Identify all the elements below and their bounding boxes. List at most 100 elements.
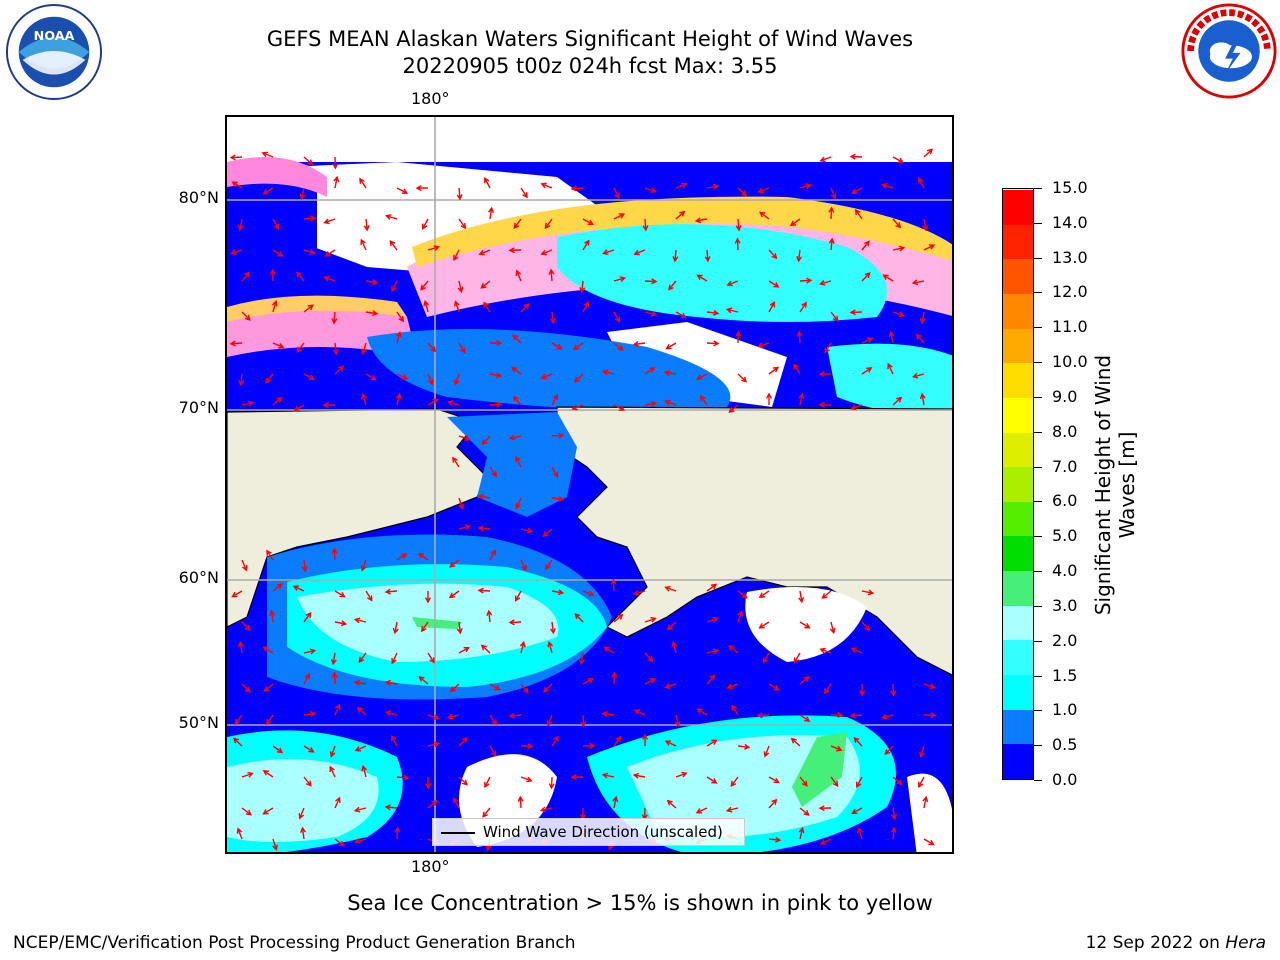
wave-arrow-head: [641, 733, 649, 740]
wave-arrow-head: [771, 798, 778, 805]
wave-arrow: [758, 187, 770, 193]
wave-arrow: [634, 590, 646, 595]
colorbar-tick-label: 0.0: [1052, 770, 1078, 789]
wave-arrow-head: [323, 275, 330, 282]
wave-direction-arrows: [229, 148, 937, 852]
wave-arrow: [450, 683, 460, 692]
colorbar-tick: [1034, 780, 1042, 781]
wave-arrow-head: [418, 676, 425, 682]
wave-arrow-head: [571, 404, 578, 411]
colorbar-tick: [1034, 571, 1042, 573]
wave-arrow-head: [508, 247, 515, 254]
wave-arrow: [241, 272, 250, 282]
wave-arrow: [672, 642, 677, 654]
wave-arrow: [550, 776, 553, 789]
wave-arrow: [856, 776, 863, 788]
wave-arrow: [824, 342, 832, 353]
wave-arrow: [706, 776, 717, 784]
wave-arrow-head: [245, 809, 252, 816]
wave-arrow-head: [360, 238, 366, 246]
wave-arrow: [391, 652, 398, 664]
wave-arrow: [303, 612, 312, 623]
wave-arrow-head: [300, 826, 307, 834]
wave-arrow-head: [446, 713, 454, 720]
wave-arrow: [737, 187, 747, 197]
wave-arrow: [799, 590, 803, 602]
wave-arrow-head: [880, 713, 888, 720]
wave-arrow-head: [819, 647, 826, 654]
wave-arrow: [737, 373, 747, 383]
wave-arrow-head: [557, 589, 565, 596]
wave-arrow-head: [824, 347, 830, 354]
wave-arrow-head: [512, 334, 519, 341]
wave-arrow: [603, 774, 615, 778]
wave-arrow: [386, 681, 398, 685]
wave-arrow: [272, 397, 282, 406]
wave-arrow: [427, 742, 439, 747]
wave-arrow-head: [324, 251, 331, 257]
wave-arrow-head: [231, 181, 238, 187]
wave-arrow: [427, 652, 435, 663]
wave-arrow: [666, 342, 677, 350]
wave-arrow: [890, 332, 894, 344]
wave-arrow-head: [650, 616, 657, 623]
wave-arrow-head: [265, 719, 272, 726]
wave-arrow: [830, 745, 842, 751]
wave-arrow: [365, 280, 378, 284]
wave-arrow: [272, 218, 279, 230]
wave-arrow-head: [881, 183, 888, 189]
wave-arrow-head: [266, 549, 272, 556]
wave-arrow-head: [395, 392, 402, 400]
wave-arrow-head: [926, 148, 934, 155]
wave-arrow-head: [758, 592, 765, 599]
wave-arrow-head: [617, 345, 624, 351]
wave-arrow-head: [354, 838, 361, 844]
wave-arrow-head: [796, 330, 803, 337]
chart-title: GEFS MEAN Alaskan Waters Significant Hei…: [266, 27, 914, 51]
wave-arrow-head: [361, 393, 367, 400]
date-machine: Hera: [1225, 933, 1266, 953]
wave-arrow: [604, 646, 615, 654]
wave-arrow-head: [508, 712, 515, 719]
colorbar: [1002, 188, 1034, 780]
wave-arrow: [793, 364, 801, 375]
wave-arrow-head: [370, 374, 377, 381]
wave-arrow: [453, 249, 460, 261]
wave-arrow-head: [803, 809, 810, 816]
wave-arrow-head: [587, 219, 594, 226]
wave-arrow: [759, 621, 770, 629]
wave-arrow: [231, 249, 243, 255]
wave-arrow-head: [672, 256, 679, 263]
wave-arrow-head: [804, 623, 811, 629]
svg-text:NOAA: NOAA: [34, 29, 75, 44]
wave-arrow-head: [849, 153, 856, 160]
wave-arrow-head: [818, 279, 826, 286]
wave-arrow-head: [460, 223, 467, 230]
wave-arrow-head: [602, 249, 609, 255]
wave-arrow: [793, 652, 801, 663]
wave-arrow: [768, 249, 777, 259]
wave-arrow-head: [911, 372, 919, 379]
wave-arrow-head: [244, 624, 251, 631]
wave-arrow-head: [452, 456, 458, 463]
wave-arrow-head: [681, 182, 688, 189]
wave-arrow-head: [696, 374, 703, 380]
wave-arrow-head: [453, 254, 459, 262]
wave-arrow-head: [614, 192, 620, 200]
wave-arrow-head: [549, 628, 556, 635]
wave-arrow-head: [496, 401, 503, 408]
colorbar-segment: [1003, 536, 1033, 572]
wave-arrow-head: [570, 185, 577, 192]
wave-arrow-head: [540, 182, 547, 189]
wave-arrow-head: [712, 183, 720, 190]
wave-arrow-head: [457, 286, 464, 294]
wave-arrow: [303, 712, 316, 716]
wave-arrow-head: [918, 177, 924, 184]
wave-arrow: [668, 280, 677, 290]
wave-arrow: [799, 807, 810, 816]
wave-arrow: [478, 589, 491, 592]
wave-arrow-head: [823, 688, 830, 695]
wave-arrow: [892, 311, 904, 317]
wave-arrow-head: [446, 400, 454, 406]
wave-arrow: [520, 187, 528, 198]
